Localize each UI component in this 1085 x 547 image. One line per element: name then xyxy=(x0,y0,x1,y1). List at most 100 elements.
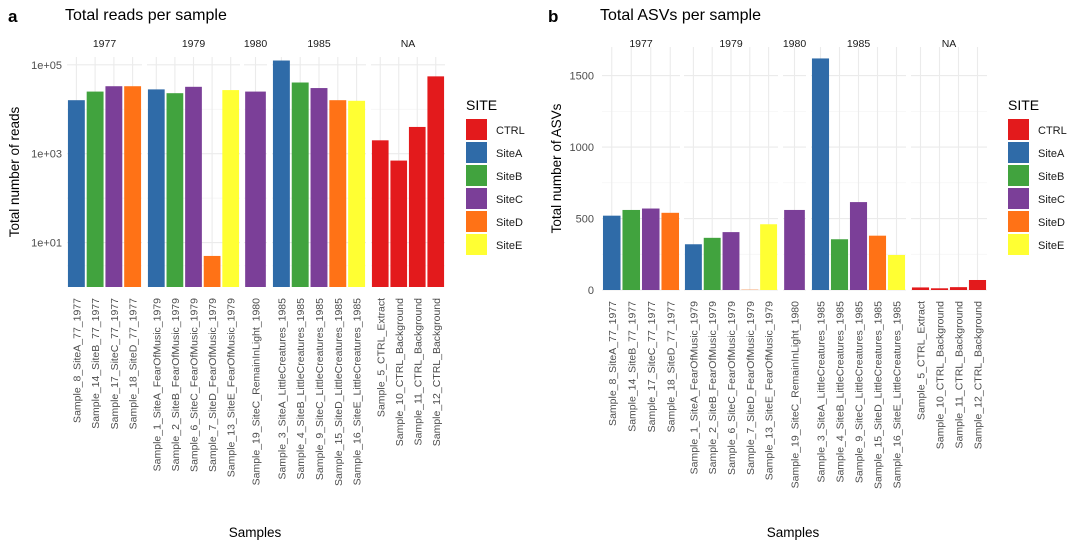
x-tick-label: Sample_12_CTRL_Background xyxy=(973,301,985,449)
facet-1977: 1977 Sample_8_SiteA_77_1977 Sample_14_Site… xyxy=(67,38,142,429)
x-tick-label: Sample_5_CTRL_Extract xyxy=(916,301,928,420)
x-tick-label: Sample_8_SiteA_77_1977 xyxy=(71,298,83,423)
chart-title: Total reads per sample xyxy=(65,7,227,24)
y-tick-label: 500 xyxy=(576,214,594,226)
bar-Sample_18_SiteD_77_1977 xyxy=(661,212,680,290)
facet-strip-label: NA xyxy=(942,38,957,50)
facet-1985: 1985 Sample_3_SiteA_LittleCreatures_1985 S… xyxy=(272,38,366,486)
legend-label-SiteC: SiteC xyxy=(1038,194,1065,206)
legend-label-SiteB: SiteB xyxy=(1038,171,1064,183)
x-tick-label: Sample_13_SiteE_FearOfMusic_1979 xyxy=(226,298,238,477)
facet-strip-label: 1977 xyxy=(629,38,653,50)
facet-strip-label: 1980 xyxy=(783,38,807,50)
legend-label-CTRL: CTRL xyxy=(1038,125,1067,137)
legend-swatch-SiteE xyxy=(1008,234,1029,255)
x-tick-label: Sample_1_SiteA_FearOfMusic_1979 xyxy=(151,298,163,472)
x-tick-label: Sample_10_CTRL_Background xyxy=(394,298,406,446)
x-tick-label: Sample_17_SiteC_77_1977 xyxy=(109,298,121,430)
legend-swatch-SiteB xyxy=(1008,165,1029,186)
bar-Sample_13_SiteE_FearOfMusic_1979 xyxy=(760,224,778,290)
legend-label-CTRL: CTRL xyxy=(496,125,525,137)
y-tick-label: 1000 xyxy=(570,142,594,154)
facet-strip-label: 1985 xyxy=(307,38,331,50)
bar-Sample_2_SiteB_FearOfMusic_1979 xyxy=(703,237,721,290)
bar-Sample_9_SiteC_LittleCreatures_1985 xyxy=(310,88,328,288)
bar-Sample_11_CTRL_Background xyxy=(949,287,968,290)
x-tick-label: Sample_1_SiteA_FearOfMusic_1979 xyxy=(688,301,700,475)
y-tick-label: 1500 xyxy=(570,71,594,83)
x-tick-label: Sample_9_SiteC_LittleCreatures_1985 xyxy=(314,298,326,480)
bar-Sample_14_SiteB_77_1977 xyxy=(86,91,104,287)
x-tick-label: Sample_4_SiteB_LittleCreatures_1985 xyxy=(295,298,307,480)
x-tick-label: Sample_3_SiteA_LittleCreatures_1985 xyxy=(276,298,288,480)
bar-Sample_19_SiteC_RemainInLight_1980 xyxy=(784,209,805,290)
x-tick-label: Sample_5_CTRL_Extract xyxy=(375,298,387,417)
x-tick-label: Sample_8_SiteA_77_1977 xyxy=(607,301,619,426)
x-tick-label: Sample_13_SiteE_FearOfMusic_1979 xyxy=(764,301,776,480)
x-tick-label: Sample_7_SiteD_FearOfMusic_1979 xyxy=(745,301,757,475)
bar-Sample_12_CTRL_Background xyxy=(427,76,445,287)
x-tick-label: Sample_9_SiteC_LittleCreatures_1985 xyxy=(854,301,866,483)
legend-swatch-SiteD xyxy=(1008,211,1029,232)
legend-swatch-SiteC xyxy=(466,188,487,209)
y-tick-label: 1e+03 xyxy=(31,149,62,161)
legend-swatch-CTRL xyxy=(466,119,487,140)
legend-swatch-SiteC xyxy=(1008,188,1029,209)
panel-label: a xyxy=(8,7,18,26)
facet-strip-label: 1980 xyxy=(244,38,268,50)
x-tick-label: Sample_11_CTRL_Background xyxy=(954,301,966,449)
legend: SITE CTRL SiteA SiteB SiteC SiteD SiteE xyxy=(1008,97,1067,255)
legend-title: SITE xyxy=(1008,97,1039,113)
x-tick-label: Sample_2_SiteB_FearOfMusic_1979 xyxy=(170,298,182,472)
facet-1980: 1980 Sample_19_SiteC_RemainInLight_1980 xyxy=(783,38,807,488)
x-tick-label: Sample_11_CTRL_Background xyxy=(412,298,424,446)
bar-Sample_3_SiteA_LittleCreatures_1985 xyxy=(811,58,830,290)
bar-Sample_4_SiteB_LittleCreatures_1985 xyxy=(830,239,849,290)
legend-label-SiteB: SiteB xyxy=(496,171,522,183)
bar-Sample_10_CTRL_Background xyxy=(930,288,949,290)
x-tick-label: Sample_16_SiteE_LittleCreatures_1985 xyxy=(892,301,904,489)
facet-strip-label: 1979 xyxy=(719,38,743,50)
legend-label-SiteE: SiteE xyxy=(496,240,522,252)
x-tick-label: Sample_2_SiteB_FearOfMusic_1979 xyxy=(707,301,719,475)
bar-Sample_15_SiteD_LittleCreatures_1985 xyxy=(329,100,347,288)
x-tick-label: Sample_18_SiteD_77_1977 xyxy=(128,298,140,430)
legend: SITE CTRL SiteA SiteB SiteC SiteD SiteE xyxy=(466,97,525,255)
bar-Sample_18_SiteD_77_1977 xyxy=(124,86,142,287)
facet-NA: NA Sample_5_CTRL_Extract Sample_10_CTRL_Ba… xyxy=(371,38,445,446)
facet-NA: NA Sample_5_CTRL_Extract Sample_10_CTRL_Ba… xyxy=(911,38,987,449)
facet-strip-label: NA xyxy=(401,38,416,50)
x-tick-label: Sample_15_SiteD_LittleCreatures_1985 xyxy=(873,301,885,489)
bar-Sample_15_SiteD_LittleCreatures_1985 xyxy=(868,235,887,290)
bar-Sample_12_CTRL_Background xyxy=(968,279,987,290)
facet-1979: 1979 Sample_1_SiteA_FearOfMusic_1979 Sampl… xyxy=(147,38,240,477)
x-tick-label: Sample_19_SiteC_RemainInLight_1980 xyxy=(251,298,263,486)
x-tick-label: Sample_14_SiteB_77_1977 xyxy=(626,301,638,432)
legend-swatch-SiteB xyxy=(466,165,487,186)
legend-label-SiteA: SiteA xyxy=(1038,148,1065,160)
legend-label-SiteD: SiteD xyxy=(496,217,523,229)
x-tick-label: Sample_19_SiteC_RemainInLight_1980 xyxy=(790,301,802,489)
facet-1977: 1977 Sample_8_SiteA_77_1977 Sample_14_Site… xyxy=(602,38,680,432)
bar-Sample_13_SiteE_FearOfMusic_1979 xyxy=(222,90,240,288)
y-tick-label: 1e+05 xyxy=(31,60,62,72)
legend-swatch-SiteA xyxy=(1008,142,1029,163)
bar-Sample_19_SiteC_RemainInLight_1980 xyxy=(245,91,266,287)
legend-swatch-SiteA xyxy=(466,142,487,163)
bar-Sample_17_SiteC_77_1977 xyxy=(105,86,123,287)
y-axis-label: Total number of reads xyxy=(7,106,22,237)
bar-Sample_14_SiteB_77_1977 xyxy=(622,209,641,290)
facet-1979: 1979 Sample_1_SiteA_FearOfMusic_1979 Sampl… xyxy=(684,38,778,480)
x-axis-label: Samples xyxy=(767,525,820,540)
x-tick-label: Sample_6_SiteC_FearOfMusic_1979 xyxy=(189,298,201,472)
bar-Sample_4_SiteB_LittleCreatures_1985 xyxy=(291,82,309,288)
x-tick-label: Sample_17_SiteC_77_1977 xyxy=(646,301,658,433)
legend-label-SiteC: SiteC xyxy=(496,194,523,206)
bar-Sample_8_SiteA_77_1977 xyxy=(602,215,621,290)
facet-strip-label: 1985 xyxy=(847,38,871,50)
bar-Sample_2_SiteB_FearOfMusic_1979 xyxy=(166,93,184,287)
legend-swatch-SiteD xyxy=(466,211,487,232)
bar-Sample_5_CTRL_Extract xyxy=(911,287,930,290)
x-tick-label: Sample_10_CTRL_Background xyxy=(935,301,947,449)
